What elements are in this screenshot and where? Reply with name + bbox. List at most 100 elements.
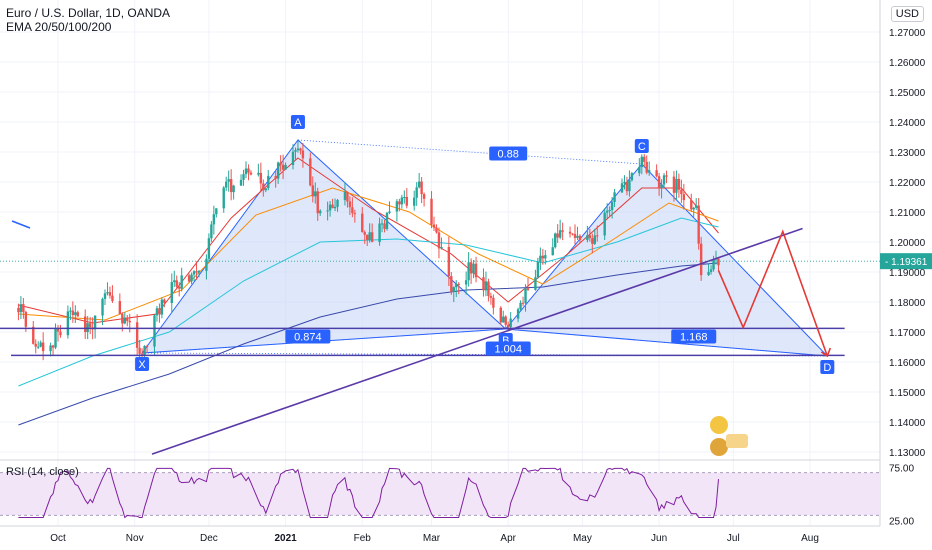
candle-body-88 <box>319 210 322 214</box>
candlestick-series <box>17 140 720 363</box>
symbol-title[interactable]: Euro / U.S. Dollar, 1D, OANDA <box>6 6 171 20</box>
candle-body-64 <box>239 179 243 186</box>
price-tick-label-12: 1.15000 <box>889 388 926 399</box>
candle-body-181 <box>643 156 646 162</box>
candle-body-141 <box>504 316 507 325</box>
candle-body-168 <box>596 235 599 237</box>
candle-body-6 <box>37 346 40 348</box>
candle-body-176 <box>625 181 629 192</box>
candle-body-105 <box>380 223 384 225</box>
time-tick-label-5: Mar <box>423 533 441 544</box>
candle-body-61 <box>227 179 230 182</box>
ema-line-ema200 <box>18 262 719 426</box>
candle-body-180 <box>640 156 643 168</box>
price-tick-label-5: 1.22000 <box>889 178 926 189</box>
candle-body-27 <box>108 292 112 296</box>
candle-body-74 <box>274 175 277 179</box>
ratio-label-2: 1.004 <box>494 344 522 356</box>
pattern-triangle-bcd <box>504 163 829 357</box>
candle-body-1 <box>19 304 23 313</box>
candle-body-44 <box>170 282 173 303</box>
badge-flag-icon-bottom <box>710 438 728 456</box>
ratio-badge-0 <box>285 329 331 344</box>
candle-body-103 <box>370 232 374 242</box>
candle-body-60 <box>225 181 228 188</box>
candle-body-122 <box>437 232 441 249</box>
candle-body-177 <box>628 180 631 192</box>
candle-body-139 <box>499 307 502 323</box>
indicator-legend[interactable]: EMA 20/50/100/200 <box>6 20 112 34</box>
price-tick-label-11: 1.16000 <box>889 358 926 369</box>
candle-body-196 <box>695 205 698 208</box>
candle-body-5 <box>34 343 37 347</box>
candle-body-11 <box>54 328 57 348</box>
ratio-badge-2 <box>485 341 531 356</box>
candle-body-19 <box>84 316 87 333</box>
candle-body-120 <box>432 224 436 228</box>
candle-body-78 <box>284 165 287 170</box>
ratio-label-0: 0.874 <box>294 332 322 344</box>
candle-body-51 <box>192 271 196 275</box>
candle-body-47 <box>178 286 181 289</box>
time-tick-label-9: Jul <box>727 533 740 544</box>
candle-body-81 <box>296 148 300 151</box>
time-axis[interactable]: Oct Nov Dec 2021 Feb Mar Apr May Jun Jul Aug <box>50 533 819 544</box>
candle-body-128 <box>457 283 460 285</box>
point-badge-A <box>290 115 305 129</box>
rsi-pane: 75.00 25.00 <box>0 463 914 528</box>
candle-body-56 <box>210 224 213 239</box>
projection-arrowhead <box>820 347 832 358</box>
candle-body-131 <box>469 262 473 274</box>
candle-body-124 <box>447 246 451 277</box>
candle-body-18 <box>76 312 79 317</box>
price-tick-label-10: 1.17000 <box>889 328 926 339</box>
chart-legend: Euro / U.S. Dollar, 1D, OANDA EMA 20/50/… <box>6 6 170 34</box>
point-badge-X <box>135 357 150 371</box>
candle-body-16 <box>71 310 75 316</box>
candle-body-76 <box>279 162 282 165</box>
candle-body-79 <box>291 151 295 166</box>
candle-body-36 <box>140 353 144 356</box>
price-tick-label-4: 1.23000 <box>889 148 926 159</box>
candle-body-133 <box>474 263 478 278</box>
candle-body-185 <box>657 176 661 188</box>
price-tick-label-7: 1.20000 <box>889 238 926 249</box>
candle-body-173 <box>613 192 616 202</box>
candle-body-155 <box>554 233 557 248</box>
candle-body-167 <box>593 235 596 244</box>
rsi-legend[interactable]: RSI (14, close) <box>6 466 79 478</box>
candle-body-59 <box>222 187 225 209</box>
candle-body-199 <box>707 271 710 276</box>
candle-body-99 <box>361 213 364 233</box>
candle-body-53 <box>197 270 201 273</box>
candle-body-149 <box>534 277 537 290</box>
price-axis[interactable]: 1.27000 1.26000 1.25000 1.24000 1.23000 1.220… <box>880 28 932 459</box>
candle-body-23 <box>93 315 97 330</box>
candle-body-62 <box>229 179 233 193</box>
time-tick-label-2: Dec <box>200 533 218 544</box>
candle-body-183 <box>648 170 651 173</box>
candle-body-43 <box>163 299 166 303</box>
candle-body-37 <box>143 346 146 356</box>
point-label-C: C <box>638 141 646 153</box>
candle-body-143 <box>509 318 512 327</box>
candle-body-116 <box>417 181 421 188</box>
price-tick-label-1: 1.26000 <box>889 58 926 69</box>
candle-body-182 <box>645 161 648 173</box>
candle-body-101 <box>366 234 369 240</box>
candle-body-108 <box>388 211 391 213</box>
pattern-labels: X A B C D 0.874 0.88 1.004 1.168 <box>135 115 835 374</box>
candle-body-15 <box>69 310 72 312</box>
candle-body-91 <box>331 204 334 209</box>
candle-body-66 <box>244 168 248 175</box>
candle-body-84 <box>309 158 312 186</box>
candle-body-65 <box>242 174 245 180</box>
currency-badge[interactable]: USD <box>890 6 924 22</box>
candle-body-112 <box>403 196 406 198</box>
candle-body-12 <box>56 328 60 332</box>
candle-body-159 <box>568 231 572 234</box>
rsi-tick-label-0: 75.00 <box>889 463 914 474</box>
candle-body-163 <box>578 235 582 241</box>
candle-body-102 <box>368 232 371 240</box>
